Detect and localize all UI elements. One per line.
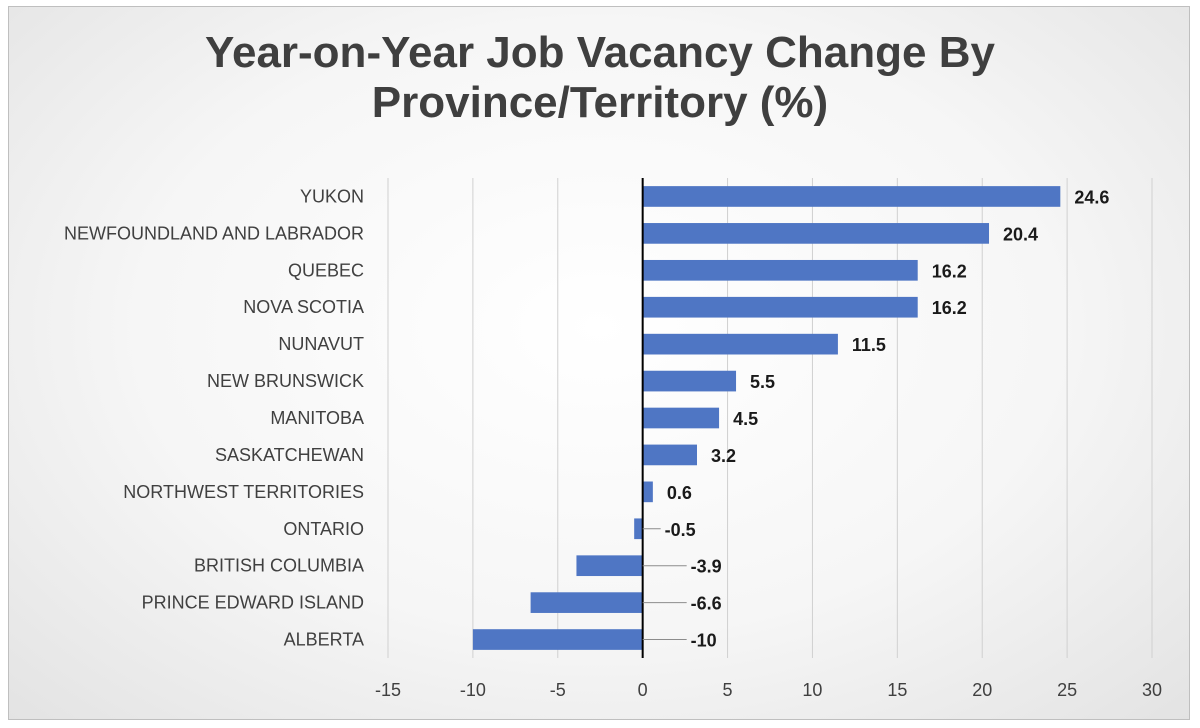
x-tick-label: 30 <box>1142 680 1162 700</box>
bar <box>642 259 918 281</box>
data-label: -6.6 <box>691 594 722 614</box>
x-tick-label: 0 <box>638 680 648 700</box>
category-label: PRINCE EDWARD ISLAND <box>142 593 364 613</box>
category-label: QUEBEC <box>288 260 364 280</box>
chart-title-line-1: Year-on-Year Job Vacancy Change By <box>205 28 995 77</box>
category-label: NORTHWEST TERRITORIES <box>123 482 364 502</box>
category-label: BRITISH COLUMBIA <box>194 556 364 576</box>
category-label: YUKON <box>300 186 364 206</box>
bar <box>530 592 643 613</box>
category-label: NOVA SCOTIA <box>243 297 364 317</box>
bar <box>642 296 918 318</box>
x-tick-label: 5 <box>723 680 733 700</box>
bar <box>642 186 1061 207</box>
chart-title-line-2: Province/Territory (%) <box>371 78 829 127</box>
data-label: 16.2 <box>932 261 967 281</box>
category-label: ONTARIO <box>283 519 364 539</box>
category-label: SASKATCHEWAN <box>215 445 364 465</box>
bar <box>642 481 653 503</box>
data-label: 11.5 <box>852 335 886 355</box>
bar <box>472 629 643 650</box>
data-label: 5.5 <box>750 372 775 392</box>
data-label: 4.5 <box>733 409 758 429</box>
data-label: 16.2 <box>932 298 967 318</box>
category-label: NEW BRUNSWICK <box>207 371 364 391</box>
bars <box>472 186 1061 650</box>
data-label: 24.6 <box>1074 187 1109 207</box>
x-tick-label: 20 <box>972 680 992 700</box>
gridlines <box>387 178 1153 658</box>
category-label: NUNAVUT <box>278 334 364 354</box>
x-tick-label: -15 <box>375 680 401 700</box>
chart-title: Year-on-Year Job Vacancy Change By Provi… <box>0 28 1200 128</box>
bar <box>642 333 838 355</box>
x-tick-label: -10 <box>460 680 486 700</box>
x-tick-label: 15 <box>887 680 907 700</box>
data-label: 20.4 <box>1003 224 1038 244</box>
bar <box>642 444 697 466</box>
category-label: MANITOBA <box>270 408 364 428</box>
category-label: NEWFOUNDLAND AND LABRADOR <box>64 223 364 243</box>
x-tick-label: 25 <box>1057 680 1077 700</box>
data-label: 0.6 <box>667 483 692 503</box>
bar <box>642 223 990 244</box>
labels: -15 -10 -5 0 5 10 15 20 25 30 YUKON 24.6 NEWFOUNDLAN… <box>64 186 1162 700</box>
data-label: -0.5 <box>665 520 696 540</box>
bar <box>576 555 643 577</box>
data-label: 3.2 <box>711 446 736 466</box>
category-label: ALBERTA <box>284 630 364 650</box>
data-label: -10 <box>691 631 717 651</box>
bar <box>642 370 737 392</box>
bar <box>634 518 643 540</box>
x-tick-label: -5 <box>550 680 566 700</box>
x-tick-label: 10 <box>802 680 822 700</box>
data-label: -3.9 <box>691 557 722 577</box>
bar <box>642 407 720 429</box>
